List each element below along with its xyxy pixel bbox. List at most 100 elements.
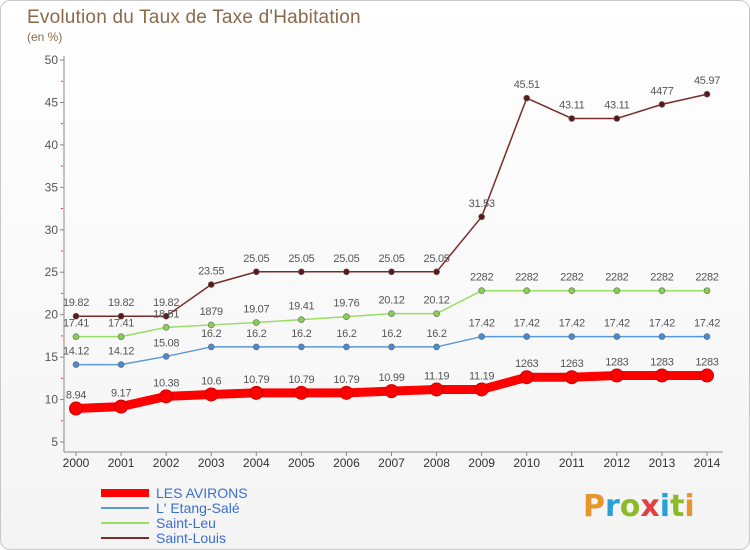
data-point[interactable] <box>433 343 440 351</box>
data-label: 31.53 <box>469 198 495 210</box>
data-labels-layer: 14.12 14.12 15.08 16.2 16.2 16.2 16.2 16.2 16.2 1… <box>63 75 721 401</box>
data-point[interactable] <box>658 101 666 108</box>
chart-axes: 5 10 15 20 25 30 35 40 45 50 2000 2001 2002 2003 2004 2… <box>45 53 723 470</box>
data-point[interactable] <box>478 213 485 221</box>
data-point[interactable] <box>700 368 714 383</box>
data-point[interactable] <box>568 115 576 122</box>
data-label: 10.79 <box>333 374 359 386</box>
data-label: 18.51 <box>153 308 179 320</box>
data-point[interactable] <box>207 343 215 351</box>
data-point[interactable] <box>69 401 83 416</box>
data-label: 16.2 <box>201 328 221 340</box>
data-point[interactable] <box>523 94 531 102</box>
y-tick-label: 40 <box>45 138 59 152</box>
legend-swatch <box>101 522 149 524</box>
data-point[interactable] <box>658 333 666 340</box>
data-point[interactable] <box>162 324 170 331</box>
data-point[interactable] <box>478 333 485 340</box>
data-point[interactable] <box>613 287 621 295</box>
data-point[interactable] <box>568 333 576 340</box>
legend-item-saint-louis[interactable]: Saint-Louis <box>101 530 321 546</box>
data-point[interactable] <box>343 268 350 276</box>
data-point[interactable] <box>114 399 129 414</box>
data-label: 17.41 <box>108 318 134 330</box>
data-point[interactable] <box>703 287 711 295</box>
data-point[interactable] <box>523 333 531 340</box>
data-point[interactable] <box>429 382 444 397</box>
data-point[interactable] <box>613 333 621 340</box>
data-label: 19.07 <box>243 304 269 316</box>
data-point[interactable] <box>564 370 579 385</box>
legend-label: Saint-Louis <box>156 530 227 546</box>
x-tick-label: 2010 <box>513 456 540 470</box>
data-point[interactable] <box>343 343 350 351</box>
data-point[interactable] <box>117 312 125 320</box>
data-label: 2282 <box>470 272 493 284</box>
data-point[interactable] <box>72 361 80 368</box>
data-point[interactable] <box>339 385 354 400</box>
data-point[interactable] <box>252 319 260 326</box>
data-point[interactable] <box>159 389 174 404</box>
data-point[interactable] <box>252 268 260 276</box>
x-tick-label: 2004 <box>243 456 270 470</box>
data-point[interactable] <box>703 333 711 340</box>
data-point[interactable] <box>613 115 621 122</box>
legend-swatch <box>101 537 149 539</box>
data-point[interactable] <box>162 353 170 360</box>
data-label: 1263 <box>560 358 583 370</box>
data-label: 17.42 <box>469 318 495 330</box>
data-point[interactable] <box>117 361 125 368</box>
data-label: 43.11 <box>604 99 629 111</box>
data-point[interactable] <box>658 287 666 295</box>
data-label: 2282 <box>695 272 718 284</box>
x-tick-label: 2013 <box>649 456 676 470</box>
data-point[interactable] <box>519 370 534 385</box>
data-label: 45.51 <box>514 79 540 91</box>
legend-swatch <box>101 489 149 497</box>
data-label: 10.99 <box>378 372 404 384</box>
data-point[interactable] <box>433 268 440 276</box>
logo-letter: o <box>619 489 641 524</box>
data-label: 1283 <box>650 357 673 369</box>
data-point[interactable] <box>703 90 711 98</box>
data-point[interactable] <box>298 343 305 351</box>
data-point[interactable] <box>384 384 399 399</box>
data-label: 17.42 <box>559 318 585 330</box>
data-label: 11.19 <box>469 370 494 382</box>
x-tick-label: 2009 <box>468 456 495 470</box>
data-label: 4477 <box>650 85 673 97</box>
data-point[interactable] <box>298 268 305 276</box>
data-point[interactable] <box>207 281 215 288</box>
data-point[interactable] <box>343 313 350 321</box>
data-point[interactable] <box>249 385 264 400</box>
data-point[interactable] <box>609 368 624 383</box>
data-point[interactable] <box>207 321 215 329</box>
data-point[interactable] <box>388 343 395 351</box>
legend-item-saint-leu[interactable]: Saint-Leu <box>101 515 321 531</box>
y-tick-label: 25 <box>45 265 59 279</box>
data-point[interactable] <box>252 343 260 351</box>
legend-item-les-avirons[interactable]: LES AVIRONS <box>101 485 321 501</box>
data-point[interactable] <box>72 333 80 340</box>
y-tick-label: 30 <box>45 223 59 237</box>
y-tick-label: 15 <box>45 350 59 364</box>
data-point[interactable] <box>433 310 440 317</box>
legend-item-etang-sale[interactable]: L' Etang-Salé <box>101 500 321 516</box>
data-point[interactable] <box>523 287 531 295</box>
data-point[interactable] <box>388 310 395 317</box>
data-point[interactable] <box>204 387 219 402</box>
data-point[interactable] <box>388 268 395 276</box>
data-point[interactable] <box>117 333 125 340</box>
data-point[interactable] <box>654 368 669 383</box>
data-point[interactable] <box>298 316 305 323</box>
data-point[interactable] <box>72 312 80 320</box>
data-point[interactable] <box>568 287 576 295</box>
data-point[interactable] <box>294 385 309 400</box>
data-point[interactable] <box>474 382 489 397</box>
data-point[interactable] <box>162 312 170 320</box>
data-label: 19.82 <box>108 297 134 309</box>
legend-label: Saint-Leu <box>156 515 216 531</box>
data-point[interactable] <box>478 287 485 295</box>
data-label: 2282 <box>605 272 628 284</box>
